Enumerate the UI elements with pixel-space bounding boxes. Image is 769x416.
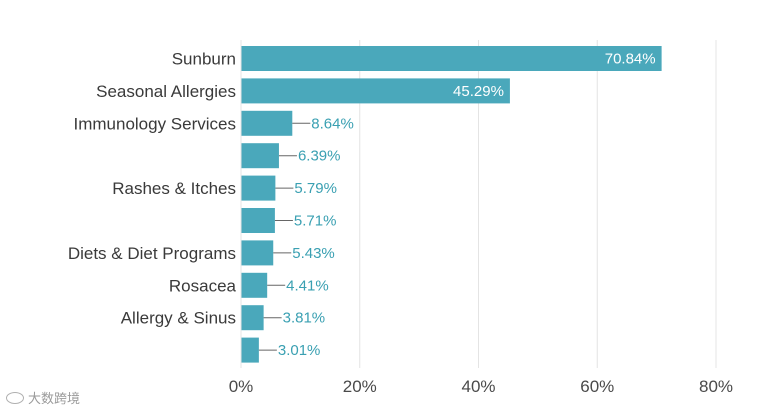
value-label: 5.43% xyxy=(292,245,335,262)
value-label: 8.64% xyxy=(311,115,354,132)
x-tick-label: 60% xyxy=(580,377,614,396)
value-label: 70.84% xyxy=(605,51,656,68)
value-label: 3.01% xyxy=(278,342,321,359)
value-label: 5.79% xyxy=(294,180,337,197)
x-tick-label: 80% xyxy=(699,377,733,396)
value-label: 4.41% xyxy=(286,277,329,294)
bar xyxy=(241,305,264,331)
value-label: 5.71% xyxy=(294,213,337,230)
category-label: Diets & Diet Programs xyxy=(68,244,236,263)
value-label: 45.29% xyxy=(453,83,504,100)
category-label: Seasonal Allergies xyxy=(96,82,236,101)
category-label: Immunology Services xyxy=(73,114,236,133)
category-label: Rashes & Itches xyxy=(112,179,236,198)
bar xyxy=(241,175,276,201)
bar xyxy=(241,143,279,169)
category-label: Rosacea xyxy=(169,276,237,295)
bar xyxy=(241,110,293,136)
bar xyxy=(241,46,662,71)
bar xyxy=(241,272,268,298)
category-label: Allergy & Sinus xyxy=(121,309,236,328)
value-label: 6.39% xyxy=(298,148,341,165)
bar xyxy=(241,78,510,104)
watermark-logo-icon xyxy=(6,391,24,404)
category-label: Sunburn xyxy=(172,50,236,69)
x-tick-label: 40% xyxy=(461,377,495,396)
watermark-text: 大数跨境 xyxy=(28,392,81,407)
x-tick-label: 0% xyxy=(229,377,254,396)
bar xyxy=(241,240,274,266)
bar xyxy=(241,337,259,363)
bar xyxy=(241,208,275,233)
watermark: 大数跨境 xyxy=(6,388,80,407)
value-label: 3.81% xyxy=(283,310,326,327)
x-tick-label: 20% xyxy=(343,377,377,396)
